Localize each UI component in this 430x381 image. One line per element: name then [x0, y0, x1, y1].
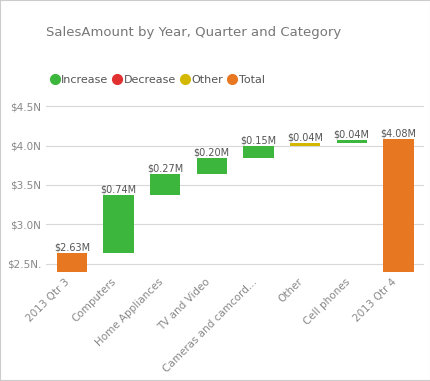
Text: $0.04M: $0.04M: [333, 130, 369, 139]
Text: $0.20M: $0.20M: [193, 147, 229, 157]
Legend: Increase, Decrease, Other, Total: Increase, Decrease, Other, Total: [52, 75, 264, 85]
Text: $2.63M: $2.63M: [54, 243, 90, 253]
Bar: [382, 139, 413, 381]
Bar: [289, 143, 319, 146]
Text: $0.15M: $0.15M: [240, 136, 276, 146]
Text: SalesAmount by Year, Quarter and Category: SalesAmount by Year, Quarter and Categor…: [46, 26, 341, 39]
Bar: [336, 140, 366, 143]
Bar: [103, 195, 133, 253]
Bar: [196, 158, 227, 174]
Text: $0.04M: $0.04M: [286, 133, 322, 142]
Bar: [150, 174, 180, 195]
Bar: [243, 146, 273, 158]
Text: $4.08M: $4.08M: [380, 129, 415, 139]
Bar: [57, 253, 87, 381]
Text: $0.27M: $0.27M: [147, 163, 183, 173]
Text: $0.74M: $0.74M: [100, 184, 136, 195]
